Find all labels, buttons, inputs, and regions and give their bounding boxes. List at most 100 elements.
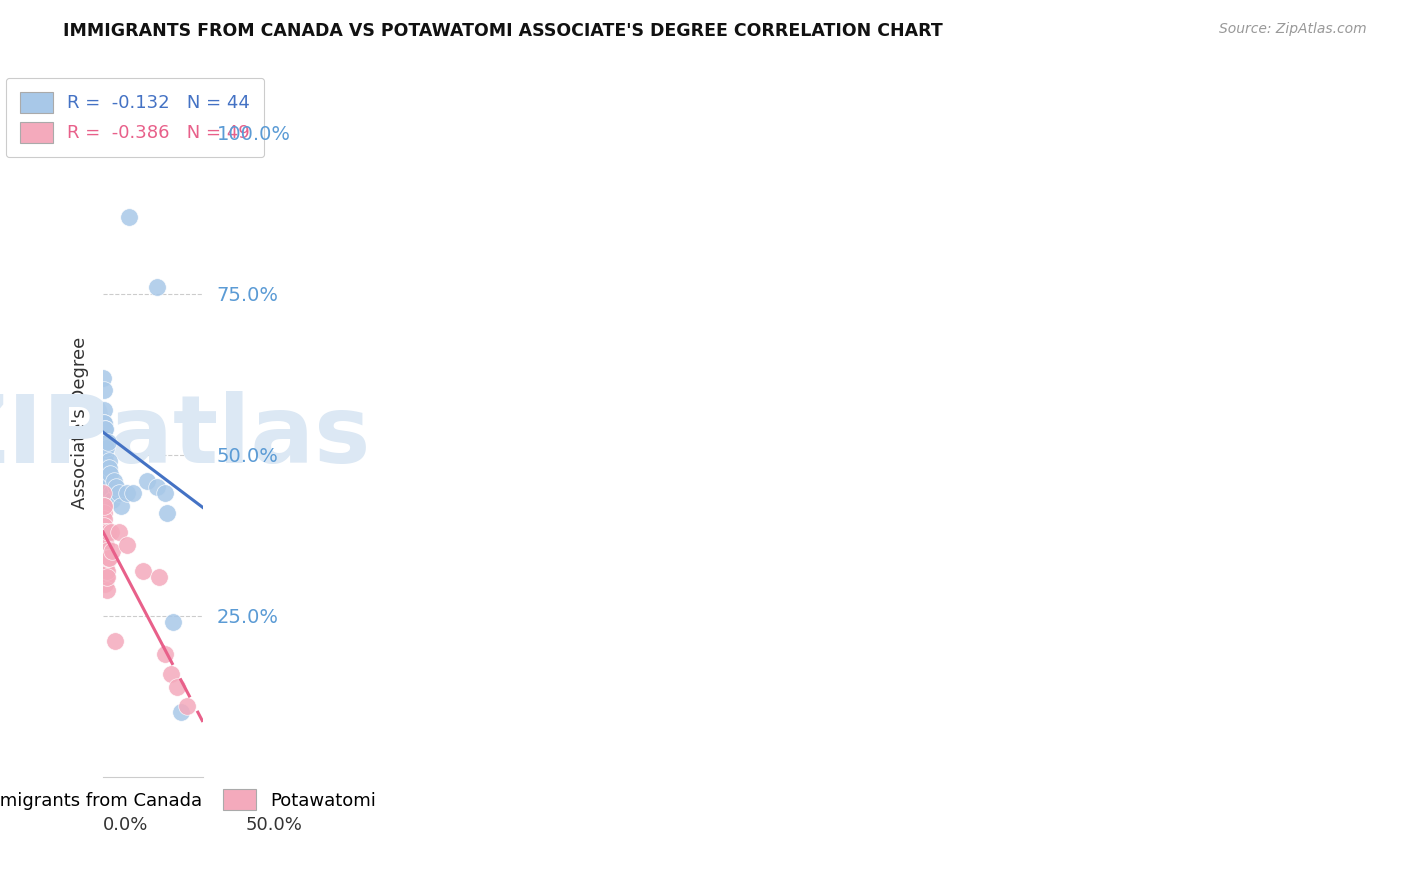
Point	[148, 570, 170, 584]
Point	[93, 434, 115, 449]
Point	[93, 558, 115, 572]
Point	[94, 550, 117, 565]
Point	[96, 550, 118, 565]
Point	[94, 564, 117, 578]
Point	[94, 538, 117, 552]
Text: 50.0%: 50.0%	[246, 815, 302, 833]
Point	[94, 576, 117, 591]
Point	[93, 448, 115, 462]
Point	[93, 416, 115, 430]
Point	[97, 434, 120, 449]
Point	[96, 524, 118, 539]
Point	[110, 500, 132, 514]
Point	[94, 544, 117, 558]
Point	[93, 524, 115, 539]
Point	[100, 492, 122, 507]
Point	[94, 524, 117, 539]
Point	[94, 570, 117, 584]
Point	[96, 467, 118, 481]
Point	[170, 705, 193, 719]
Point	[96, 480, 118, 494]
Point	[105, 480, 128, 494]
Point	[93, 442, 115, 456]
Point	[94, 558, 117, 572]
Point	[108, 486, 131, 500]
Point	[93, 532, 115, 546]
Point	[146, 480, 169, 494]
Point	[104, 634, 127, 648]
Point	[103, 474, 125, 488]
Point	[93, 416, 115, 430]
Point	[93, 500, 115, 514]
Point	[93, 512, 115, 526]
Point	[94, 467, 117, 481]
Point	[96, 460, 118, 475]
Point	[94, 550, 117, 565]
Point	[94, 480, 117, 494]
Point	[96, 564, 118, 578]
Text: Source: ZipAtlas.com: Source: ZipAtlas.com	[1219, 22, 1367, 37]
Point	[93, 564, 115, 578]
Point	[93, 518, 115, 533]
Point	[98, 460, 121, 475]
Legend: Immigrants from Canada, Potawatomi: Immigrants from Canada, Potawatomi	[0, 782, 384, 817]
Point	[93, 524, 115, 539]
Point	[153, 648, 176, 662]
Point	[91, 370, 114, 384]
Point	[94, 442, 117, 456]
Point	[93, 544, 115, 558]
Point	[94, 460, 117, 475]
Point	[93, 402, 115, 417]
Point	[93, 532, 115, 546]
Point	[96, 582, 118, 597]
Point	[101, 544, 124, 558]
Point	[108, 524, 131, 539]
Point	[115, 538, 138, 552]
Point	[94, 434, 117, 449]
Point	[122, 486, 145, 500]
Point	[93, 518, 115, 533]
Point	[176, 698, 198, 713]
Point	[94, 570, 117, 584]
Point	[94, 454, 117, 468]
Point	[115, 486, 138, 500]
Point	[166, 680, 188, 694]
Point	[98, 550, 121, 565]
Y-axis label: Associate's Degree: Associate's Degree	[72, 336, 89, 508]
Point	[146, 280, 169, 294]
Point	[94, 474, 117, 488]
Point	[94, 538, 117, 552]
Point	[93, 570, 115, 584]
Point	[97, 550, 120, 565]
Point	[132, 564, 155, 578]
Point	[97, 454, 120, 468]
Point	[160, 666, 183, 681]
Point	[94, 486, 117, 500]
Point	[96, 486, 118, 500]
Point	[100, 524, 122, 539]
Point	[94, 558, 117, 572]
Text: ZIPatlas: ZIPatlas	[0, 391, 371, 483]
Point	[187, 138, 209, 153]
Point	[162, 615, 184, 629]
Point	[93, 538, 115, 552]
Point	[96, 550, 118, 565]
Point	[93, 422, 115, 436]
Point	[93, 544, 115, 558]
Point	[156, 506, 179, 520]
Point	[93, 500, 115, 514]
Point	[94, 544, 117, 558]
Point	[93, 506, 115, 520]
Point	[94, 422, 117, 436]
Point	[136, 474, 159, 488]
Point	[98, 467, 121, 481]
Text: 0.0%: 0.0%	[103, 815, 149, 833]
Point	[93, 550, 115, 565]
Point	[96, 570, 118, 584]
Point	[91, 486, 114, 500]
Point	[153, 486, 176, 500]
Point	[96, 474, 118, 488]
Text: IMMIGRANTS FROM CANADA VS POTAWATOMI ASSOCIATE'S DEGREE CORRELATION CHART: IMMIGRANTS FROM CANADA VS POTAWATOMI ASS…	[63, 22, 943, 40]
Point	[100, 486, 122, 500]
Point	[118, 210, 141, 224]
